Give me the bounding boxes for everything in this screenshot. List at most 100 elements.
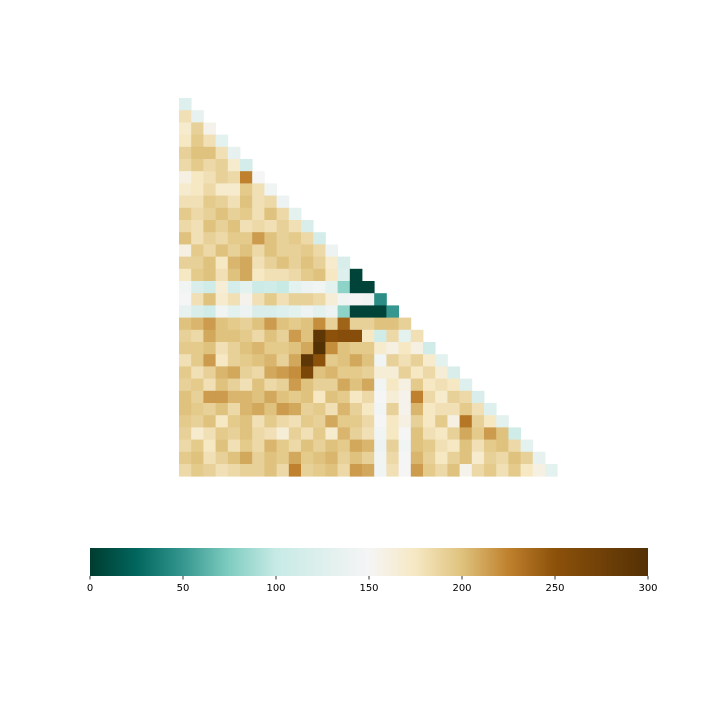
heatmap-cell-r24-c15 <box>362 390 375 404</box>
heatmap-cell-r20-c12 <box>325 342 338 355</box>
heatmap-cell-r27-c25 <box>484 427 497 440</box>
heatmap-cell-r12-c10 <box>301 244 314 257</box>
heatmap-cell-r10-c10 <box>301 220 314 233</box>
heatmap-cell-r22-c5 <box>240 366 253 379</box>
heatmap-cell-r19-c14 <box>349 329 363 343</box>
heatmap-cell-r20-c3 <box>215 342 229 355</box>
heatmap-cell-r7-c0 <box>179 183 192 196</box>
heatmap-cell-r28-c1 <box>191 439 204 453</box>
heatmap-cell-r25-c3 <box>215 403 229 416</box>
heatmap-cell-r13-c13 <box>337 256 351 270</box>
heatmap-cell-r13-c10 <box>301 256 314 270</box>
heatmap-cell-r26-c9 <box>288 415 302 428</box>
heatmap-cell-r21-c19 <box>410 354 424 367</box>
heatmap-cell-r28-c2 <box>203 439 216 453</box>
colorbar-tick-label-250: 250 <box>545 583 564 594</box>
heatmap-cell-r24-c19 <box>410 390 424 404</box>
heatmap-cell-r24-c12 <box>325 390 338 404</box>
heatmap-cell-r6-c1 <box>191 171 204 184</box>
heatmap-cell-r27-c24 <box>471 427 485 440</box>
heatmap-cell-r19-c10 <box>301 329 314 343</box>
heatmap-cell-r29-c7 <box>264 451 277 465</box>
heatmap-cell-r15-c4 <box>227 281 241 294</box>
heatmap-cell-r30-c29 <box>532 464 546 477</box>
heatmap-cells <box>179 98 558 477</box>
colorbar-gradient <box>90 548 648 576</box>
heatmap-cell-r28-c20 <box>423 439 436 453</box>
heatmap-cell-r12-c0 <box>179 244 192 257</box>
heatmap-cell-r11-c6 <box>252 232 265 245</box>
heatmap-cell-r11-c9 <box>288 232 302 245</box>
heatmap-cell-r21-c4 <box>227 354 241 367</box>
heatmap-cell-r18-c14 <box>349 317 363 331</box>
heatmap-cell-r17-c9 <box>288 305 302 318</box>
heatmap-cell-r28-c8 <box>276 439 290 453</box>
heatmap-cell-r4-c4 <box>227 146 241 160</box>
heatmap-cell-r20-c19 <box>410 342 424 355</box>
heatmap-cell-r21-c10 <box>301 354 314 367</box>
heatmap-cell-r28-c10 <box>301 439 314 453</box>
heatmap-cell-r21-c1 <box>191 354 204 367</box>
heatmap-cell-r29-c0 <box>179 451 192 465</box>
heatmap-cell-r21-c3 <box>215 354 229 367</box>
heatmap-cell-r13-c1 <box>191 256 204 270</box>
heatmap-cell-r14-c6 <box>252 268 265 282</box>
heatmap-cell-r13-c3 <box>215 256 229 270</box>
heatmap-cell-r3-c0 <box>179 134 192 148</box>
heatmap-cell-r23-c2 <box>203 378 216 392</box>
heatmap-cell-r20-c15 <box>362 342 375 355</box>
heatmap-cell-r10-c6 <box>252 220 265 233</box>
heatmap-cell-r24-c0 <box>179 390 192 404</box>
heatmap-cell-r19-c19 <box>410 329 424 343</box>
heatmap-cell-r13-c2 <box>203 256 216 270</box>
heatmap-cell-r27-c18 <box>398 427 412 440</box>
heatmap-cell-r28-c14 <box>349 439 363 453</box>
heatmap-cell-r23-c18 <box>398 378 412 392</box>
heatmap-cell-r28-c3 <box>215 439 229 453</box>
heatmap-cell-r29-c26 <box>496 451 509 465</box>
heatmap-cell-r6-c2 <box>203 171 216 184</box>
heatmap-cell-r10-c2 <box>203 220 216 233</box>
heatmap-cell-r8-c4 <box>227 195 241 209</box>
heatmap-cell-r26-c0 <box>179 415 192 428</box>
heatmap-cell-r6-c3 <box>215 171 229 184</box>
heatmap-cell-r23-c1 <box>191 378 204 392</box>
heatmap-cell-r28-c28 <box>520 439 534 453</box>
heatmap-cell-r29-c13 <box>337 451 351 465</box>
heatmap-cell-r26-c8 <box>276 415 290 428</box>
colorbar-tick-label-300: 300 <box>638 583 657 594</box>
heatmap-cell-r29-c4 <box>227 451 241 465</box>
heatmap-cell-r16-c15 <box>362 293 375 306</box>
heatmap-cell-r23-c19 <box>410 378 424 392</box>
heatmap-cell-r15-c6 <box>252 281 265 294</box>
heatmap-cell-r26-c16 <box>374 415 387 428</box>
heatmap-cell-r25-c24 <box>471 403 485 416</box>
heatmap-cell-r25-c12 <box>325 403 338 416</box>
heatmap-cell-r8-c2 <box>203 195 216 209</box>
heatmap-cell-r24-c22 <box>447 390 460 404</box>
heatmap-cell-r30-c18 <box>398 464 412 477</box>
heatmap-cell-r14-c7 <box>264 268 277 282</box>
heatmap-cell-r25-c25 <box>484 403 497 416</box>
heatmap-cell-r14-c9 <box>288 268 302 282</box>
heatmap-cell-r19-c9 <box>288 329 302 343</box>
heatmap-cell-r16-c14 <box>349 293 363 306</box>
heatmap-cell-r28-c15 <box>362 439 375 453</box>
heatmap-cell-r18-c10 <box>301 317 314 331</box>
heatmap-cell-r12-c12 <box>325 244 338 257</box>
heatmap-cell-r2-c2 <box>203 122 216 135</box>
heatmap-cell-r28-c24 <box>471 439 485 453</box>
heatmap-cell-r28-c27 <box>508 439 521 453</box>
heatmap-cell-r15-c11 <box>313 281 326 294</box>
heatmap-cell-r13-c0 <box>179 256 192 270</box>
heatmap-cell-r13-c6 <box>252 256 265 270</box>
heatmap-cell-r22-c0 <box>179 366 192 379</box>
heatmap-cell-r6-c6 <box>252 171 265 184</box>
heatmap-cell-r21-c7 <box>264 354 277 367</box>
heatmap-cell-r16-c16 <box>374 293 387 306</box>
heatmap-cell-r28-c4 <box>227 439 241 453</box>
heatmap-cell-r13-c8 <box>276 256 290 270</box>
heatmap-cell-r26-c7 <box>264 415 277 428</box>
heatmap-cell-r24-c24 <box>471 390 485 404</box>
heatmap-cell-r20-c5 <box>240 342 253 355</box>
